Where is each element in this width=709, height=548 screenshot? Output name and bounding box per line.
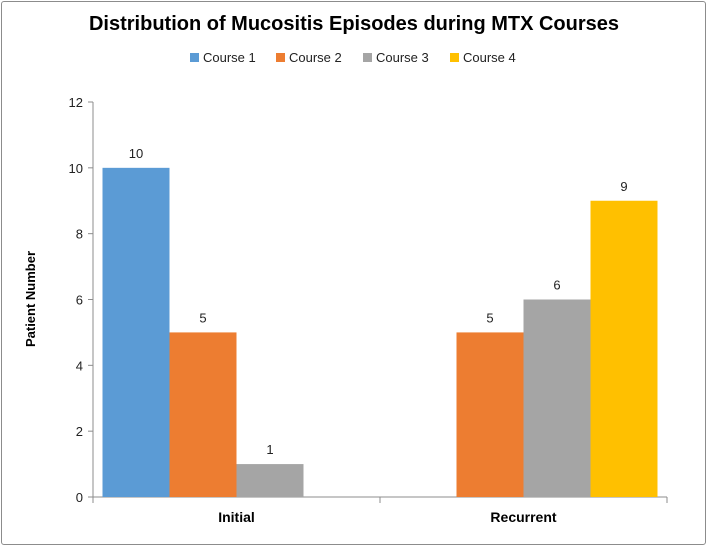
y-tick-label: 10 (69, 161, 83, 176)
legend-swatch (450, 53, 459, 62)
y-tick-label: 2 (76, 424, 83, 439)
category-label: Recurrent (490, 509, 556, 525)
legend-label: Course 4 (463, 50, 516, 65)
data-label: 1 (266, 442, 273, 457)
data-label: 5 (486, 310, 493, 325)
plot-area: 0 2 4 6 8 10 12 10 5 1 5 6 9 Initial Recurrent (69, 95, 668, 525)
data-label: 9 (620, 179, 627, 194)
category-label: Initial (218, 509, 255, 525)
y-ticks: 0 2 4 6 8 10 12 (69, 95, 93, 505)
bar (456, 332, 524, 497)
y-tick-label: 0 (76, 490, 83, 505)
legend-label: Course 3 (376, 50, 429, 65)
bars (102, 167, 658, 498)
legend-label: Course 1 (203, 50, 256, 65)
bar (102, 167, 170, 498)
chart-title: Distribution of Mucositis Episodes durin… (89, 13, 619, 35)
bar (236, 464, 304, 497)
x-ticks (92, 497, 668, 503)
bar (523, 299, 591, 497)
data-label: 10 (129, 146, 143, 161)
category-labels: Initial Recurrent (218, 509, 557, 525)
y-tick-label: 12 (69, 95, 83, 110)
legend-swatch (363, 53, 372, 62)
legend: Course 1 Course 2 Course 3 Course 4 (190, 50, 516, 65)
data-label: 6 (553, 278, 560, 293)
data-label: 5 (199, 310, 206, 325)
y-axis-label: Patient Number (23, 251, 38, 347)
y-tick-label: 8 (76, 227, 83, 242)
y-tick-label: 6 (76, 293, 83, 308)
legend-swatch (190, 53, 199, 62)
bar (169, 332, 237, 497)
bar (590, 200, 658, 497)
legend-swatch (276, 53, 285, 62)
data-labels: 10 5 1 5 6 9 (129, 146, 628, 457)
legend-label: Course 2 (289, 50, 342, 65)
y-tick-label: 4 (76, 358, 83, 373)
